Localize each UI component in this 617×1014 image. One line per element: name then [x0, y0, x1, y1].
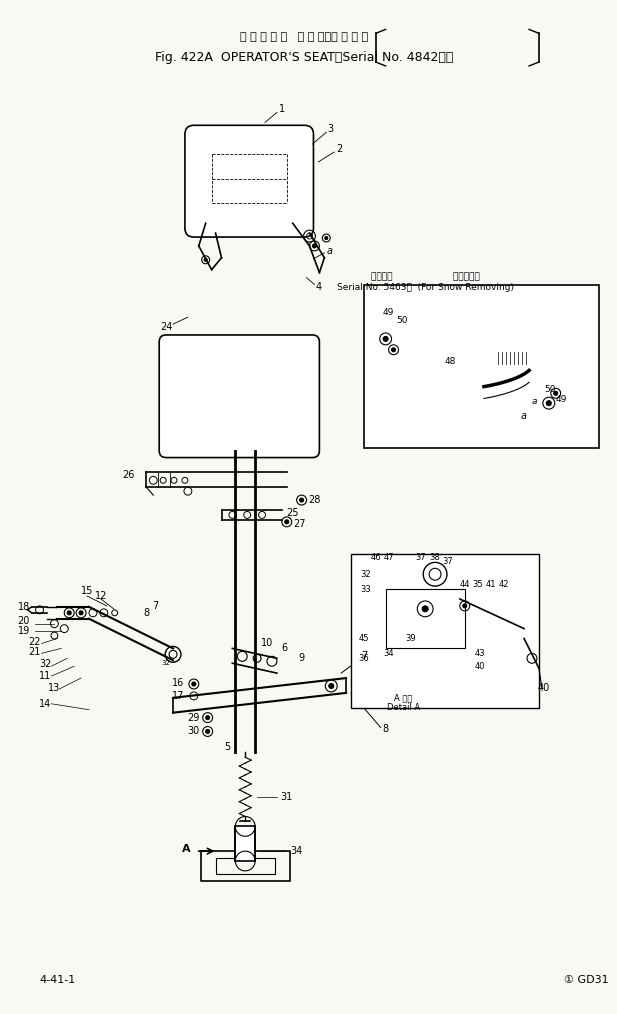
Circle shape — [325, 236, 328, 239]
Text: 31: 31 — [281, 792, 293, 802]
Text: 13: 13 — [48, 683, 60, 693]
Circle shape — [205, 729, 210, 733]
Text: 4-41-1: 4-41-1 — [39, 974, 76, 985]
Text: Fig. 422A  OPERATOR'S SEAT（Serial No. 4842～）: Fig. 422A OPERATOR'S SEAT（Serial No. 484… — [155, 51, 453, 64]
Text: 22: 22 — [28, 638, 41, 648]
Text: 25: 25 — [286, 508, 299, 518]
Bar — [351, 555, 539, 708]
FancyBboxPatch shape — [159, 335, 320, 457]
Text: 18: 18 — [18, 602, 30, 611]
Text: 44: 44 — [460, 580, 470, 589]
Text: 20: 20 — [17, 615, 30, 626]
Text: 15: 15 — [81, 586, 93, 596]
Text: 1: 1 — [279, 104, 285, 115]
Text: 47: 47 — [383, 553, 394, 562]
Text: 3: 3 — [327, 125, 333, 134]
Text: 6: 6 — [282, 644, 288, 653]
Circle shape — [205, 716, 210, 720]
Text: 38: 38 — [429, 553, 441, 562]
Text: 7: 7 — [152, 601, 159, 610]
Text: 39: 39 — [405, 634, 416, 643]
Text: 34: 34 — [291, 846, 303, 856]
Bar — [235, 826, 255, 861]
Text: 32: 32 — [39, 659, 52, 669]
FancyBboxPatch shape — [185, 126, 313, 237]
Text: a: a — [521, 411, 527, 421]
Text: 通用号機                     （除雪用）: 通用号機 （除雪用） — [371, 272, 479, 281]
Text: 10: 10 — [261, 639, 273, 649]
Text: 4: 4 — [315, 283, 321, 292]
Text: 35: 35 — [472, 580, 483, 589]
Text: 37: 37 — [415, 553, 426, 562]
Text: 32: 32 — [162, 660, 170, 666]
Text: 21: 21 — [28, 647, 41, 657]
Text: 36: 36 — [358, 654, 369, 663]
Text: 41: 41 — [485, 580, 495, 589]
Text: Serial No. 5463～  (For Snow Removing): Serial No. 5463～ (For Snow Removing) — [337, 283, 514, 292]
Text: 29: 29 — [188, 713, 200, 723]
Bar — [364, 285, 599, 447]
Text: 19: 19 — [18, 626, 30, 636]
Text: 42: 42 — [499, 580, 510, 589]
Text: 9: 9 — [299, 653, 305, 663]
Circle shape — [285, 520, 289, 524]
Text: 50: 50 — [544, 385, 555, 393]
Text: 30: 30 — [188, 726, 200, 736]
Circle shape — [192, 682, 196, 686]
Text: 50: 50 — [397, 315, 408, 324]
Text: 45: 45 — [358, 634, 369, 643]
Text: 14: 14 — [39, 699, 52, 709]
Text: 37: 37 — [442, 557, 453, 566]
Circle shape — [546, 401, 551, 406]
Text: 46: 46 — [370, 553, 381, 562]
Text: 26: 26 — [122, 470, 135, 481]
Circle shape — [553, 391, 558, 395]
Text: 49: 49 — [383, 307, 394, 316]
Circle shape — [67, 610, 71, 614]
Circle shape — [392, 348, 395, 352]
Text: 17: 17 — [172, 691, 184, 701]
Text: 7: 7 — [361, 651, 367, 661]
Text: A: A — [181, 844, 190, 854]
Text: 48: 48 — [444, 357, 455, 366]
Text: 32: 32 — [360, 570, 371, 579]
Text: 11: 11 — [39, 671, 52, 681]
Text: 34: 34 — [383, 649, 394, 658]
Text: 8: 8 — [383, 724, 389, 734]
Text: 43: 43 — [474, 649, 485, 658]
Text: a: a — [531, 396, 537, 406]
Text: ① GD31: ① GD31 — [564, 974, 608, 985]
Text: 27: 27 — [293, 519, 306, 529]
Text: 28: 28 — [308, 495, 321, 505]
Text: 5: 5 — [225, 742, 231, 752]
Circle shape — [79, 610, 83, 614]
Text: 24: 24 — [160, 322, 172, 332]
Text: 12: 12 — [94, 591, 107, 601]
Circle shape — [204, 259, 207, 262]
Text: 49: 49 — [556, 394, 568, 404]
Text: 2: 2 — [336, 144, 342, 154]
Text: 16: 16 — [172, 678, 184, 689]
Text: 40: 40 — [474, 662, 485, 670]
Text: オ ペ レ ー タ   シ ー ト（通 用 号 機: オ ペ レ ー タ シ ー ト（通 用 号 機 — [241, 32, 368, 43]
Circle shape — [329, 683, 334, 689]
Circle shape — [383, 337, 388, 342]
Text: 40: 40 — [538, 683, 550, 693]
Bar — [386, 589, 465, 648]
Text: a: a — [326, 245, 333, 256]
Circle shape — [463, 604, 466, 607]
Text: Detail A: Detail A — [387, 704, 420, 712]
Text: A 仕様: A 仕様 — [394, 694, 413, 703]
Circle shape — [422, 606, 428, 611]
Text: 33: 33 — [360, 585, 371, 593]
Circle shape — [312, 244, 317, 248]
Text: 8: 8 — [143, 607, 149, 618]
Circle shape — [300, 498, 304, 502]
